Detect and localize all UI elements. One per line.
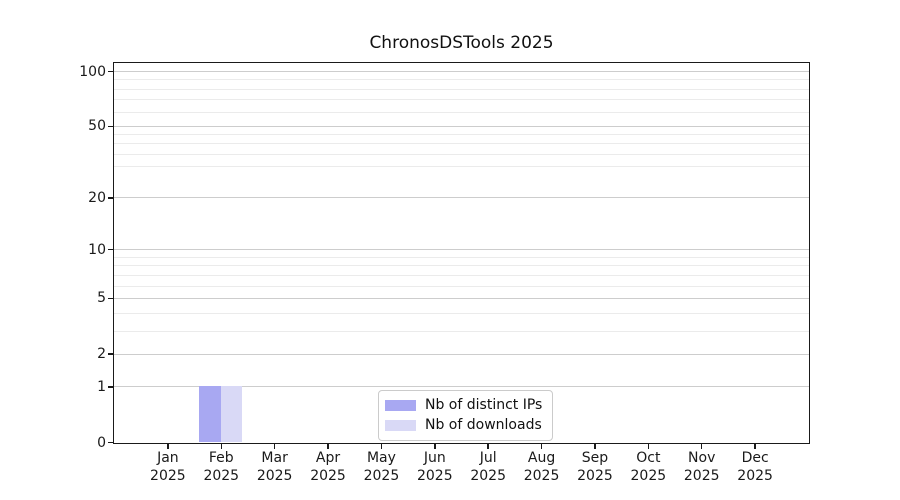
- x-tick-year: 2025: [256, 467, 293, 484]
- x-tick-year: 2025: [150, 467, 186, 484]
- y-tick-label-100: 100: [79, 63, 106, 80]
- x-tick-year: 2025: [737, 467, 773, 484]
- gridline-minor: [114, 165, 809, 167]
- y-tick-mark: [108, 441, 113, 444]
- x-tick-label-jan: Jan 2025: [133, 450, 203, 485]
- gridline-major: [114, 297, 809, 299]
- x-tick-year: 2025: [523, 467, 560, 484]
- x-tick-label-feb: Feb 2025: [186, 450, 256, 485]
- gridline-minor: [114, 153, 809, 155]
- y-tick-mark: [108, 386, 113, 388]
- x-tick-year: 2025: [203, 467, 240, 484]
- x-tick-mark: [754, 444, 756, 449]
- x-tick-year: 2025: [363, 467, 400, 484]
- y-tick-mark: [108, 297, 113, 300]
- y-tick-label-0: 0: [97, 434, 106, 451]
- x-tick-label-jun: Jun 2025: [400, 450, 470, 485]
- gridline-major: [114, 249, 809, 251]
- x-tick-mark: [380, 444, 383, 449]
- x-tick-year: 2025: [310, 467, 346, 484]
- x-tick-mark: [273, 444, 276, 449]
- x-tick-label-aug: Aug 2025: [507, 450, 577, 485]
- y-tick-label-50: 50: [88, 118, 106, 135]
- gridline-minor: [114, 256, 809, 258]
- y-tick-mark: [108, 248, 113, 251]
- y-tick-label-10: 10: [88, 241, 106, 258]
- legend-swatch-downloads: [385, 420, 416, 431]
- gridline-minor: [114, 79, 809, 81]
- y-tick-label-20: 20: [88, 189, 106, 206]
- x-tick-label-mar: Mar 2025: [240, 450, 310, 485]
- bar-downloads-feb: [220, 386, 243, 442]
- y-tick-label-5: 5: [97, 290, 106, 307]
- x-tick-year: 2025: [470, 467, 506, 484]
- x-tick-year: 2025: [416, 467, 453, 484]
- x-tick-label-oct: Oct 2025: [613, 450, 683, 485]
- x-tick-month: Jul: [479, 450, 497, 466]
- x-tick-mark: [327, 444, 329, 449]
- x-tick-month: Oct: [636, 450, 661, 466]
- gridline-minor: [114, 265, 809, 267]
- y-tick-mark: [108, 125, 113, 128]
- x-tick-month: Sep: [581, 450, 609, 466]
- y-tick-mark: [108, 353, 113, 355]
- x-tick-month: Apr: [315, 450, 341, 466]
- y-tick-mark: [108, 197, 113, 199]
- x-tick-mark: [167, 444, 169, 449]
- x-tick-label-may: May 2025: [346, 450, 416, 485]
- gridline-minor: [114, 274, 809, 276]
- gridline-major: [114, 71, 809, 72]
- x-tick-label-sep: Sep 2025: [560, 450, 630, 485]
- x-tick-month: Aug: [527, 450, 556, 466]
- plot-area: Nb of distinct IPs Nb of downloads: [113, 62, 810, 444]
- gridline-major: [114, 125, 809, 127]
- gridline-minor: [114, 134, 809, 136]
- x-tick-month: Jan: [157, 450, 179, 466]
- legend-swatch-distinct-ips: [385, 400, 416, 411]
- x-tick-month: Dec: [741, 450, 769, 466]
- y-tick-label-1: 1: [97, 378, 106, 395]
- chart-title: ChronosDSTools 2025: [369, 33, 554, 53]
- gridline-minor: [114, 330, 809, 332]
- x-tick-month: Feb: [208, 450, 234, 466]
- legend-label-downloads: Nb of downloads: [425, 417, 542, 433]
- bar-distinct-ips-feb: [199, 386, 221, 442]
- gridline-minor: [114, 99, 809, 101]
- x-tick-year: 2025: [577, 467, 613, 484]
- gridline-major: [114, 353, 809, 355]
- x-tick-label-dec: Dec 2025: [720, 450, 790, 485]
- x-tick-year: 2025: [630, 467, 667, 484]
- gridline-minor: [114, 143, 809, 145]
- x-tick-label-apr: Apr 2025: [293, 450, 363, 485]
- gridline-major: [114, 197, 809, 199]
- x-tick-month: Jun: [423, 450, 446, 466]
- x-tick-month: Mar: [261, 450, 288, 466]
- x-tick-label-nov: Nov 2025: [667, 450, 737, 485]
- x-tick-mark: [647, 444, 650, 449]
- legend-item-distinct-ips: Nb of distinct IPs: [385, 397, 542, 414]
- x-tick-year: 2025: [683, 467, 720, 484]
- x-tick-month: Nov: [688, 450, 716, 466]
- x-tick-mark: [487, 444, 489, 449]
- legend: Nb of distinct IPs Nb of downloads: [378, 390, 554, 441]
- x-tick-label-jul: Jul 2025: [453, 450, 523, 485]
- x-tick-mark: [434, 444, 436, 449]
- gridline-minor: [114, 312, 809, 314]
- gridline-minor: [114, 285, 809, 287]
- x-tick-mark: [700, 444, 703, 449]
- x-tick-month: May: [366, 450, 396, 466]
- x-tick-mark: [594, 444, 596, 449]
- y-tick-mark: [108, 70, 113, 73]
- gridline-major: [114, 386, 809, 388]
- gridline-minor: [114, 88, 809, 90]
- y-tick-label-2: 2: [97, 346, 106, 363]
- gridline-minor: [114, 111, 809, 113]
- x-tick-mark: [220, 444, 223, 449]
- legend-label-distinct-ips: Nb of distinct IPs: [425, 397, 543, 413]
- legend-item-downloads: Nb of downloads: [385, 417, 542, 434]
- x-tick-mark: [540, 444, 543, 449]
